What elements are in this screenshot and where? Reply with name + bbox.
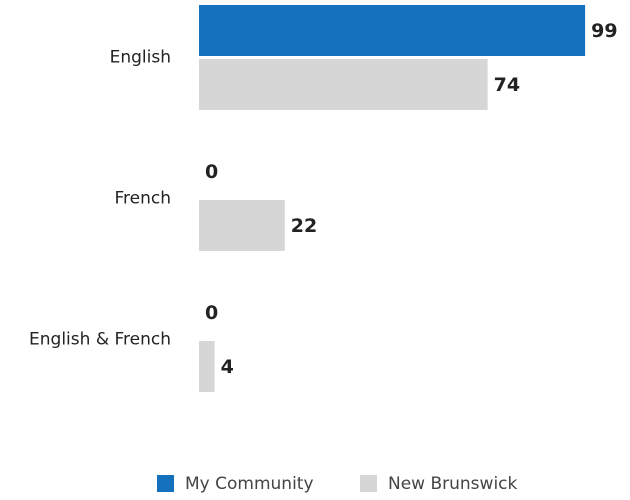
legend-label: New Brunswick — [388, 474, 518, 494]
category-label: French — [114, 189, 171, 209]
category-label: English — [110, 48, 171, 68]
value-label: 74 — [494, 74, 520, 96]
legend-swatch — [360, 475, 377, 492]
value-label: 4 — [221, 356, 234, 378]
legend-swatch — [157, 475, 174, 492]
bar — [199, 5, 586, 56]
value-label: 0 — [205, 302, 218, 324]
bar — [199, 200, 285, 251]
value-label: 22 — [291, 215, 317, 237]
bar — [199, 341, 215, 392]
value-label: 99 — [591, 20, 617, 42]
category-label: English & French — [29, 330, 171, 350]
bar — [199, 59, 488, 110]
value-label: 0 — [205, 161, 218, 183]
legend-label: My Community — [185, 474, 314, 494]
